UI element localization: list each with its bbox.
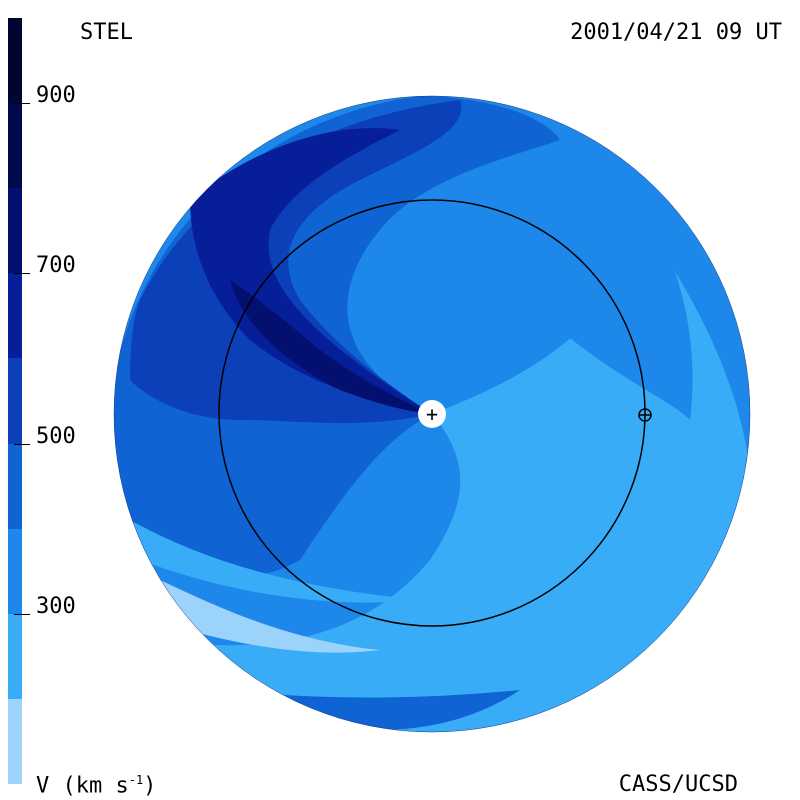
colorbar-tick-900 — [14, 103, 30, 105]
colorbar-tick-label-300: 300 — [36, 593, 76, 619]
colorbar-band-1 — [8, 613, 22, 699]
colorbar-band-4 — [8, 358, 22, 444]
colorbar-tick-500 — [14, 443, 30, 445]
region-fast — [130, 100, 462, 424]
streamer-band — [130, 520, 420, 603]
region-mid — [560, 200, 693, 420]
colorbar-band-5 — [8, 273, 22, 359]
timestamp-label: 2001/04/21 09 UT — [570, 20, 782, 45]
units-suffix: ) — [143, 773, 157, 799]
region-bottom-band — [220, 690, 520, 730]
colorbar-band-2 — [8, 528, 22, 614]
velocity-colorbar: 900 700 500 300 — [8, 18, 76, 784]
sun-marker — [418, 400, 446, 428]
credit-label: CASS/UCSD — [618, 772, 738, 797]
colorbar-band-8 — [8, 18, 22, 104]
colorbar-band-3 — [8, 443, 22, 529]
colorbar-tick-300 — [14, 613, 30, 615]
instrument-label: STEL — [80, 20, 133, 45]
colorbar-band-7 — [8, 103, 22, 189]
units-exponent: -1 — [128, 773, 144, 787]
units-label: V (km s-1) — [36, 774, 156, 797]
region-very-fast — [190, 128, 432, 414]
colorbar-tick-label-900: 900 — [36, 83, 76, 109]
colorbar-tick-label-700: 700 — [36, 253, 76, 279]
colorbar-band-6 — [8, 188, 22, 274]
colorbar-tick-label-500: 500 — [36, 423, 76, 449]
units-prefix: V (km s — [36, 773, 129, 799]
colorbar-tick-700 — [14, 273, 30, 275]
colorbar-band-0 — [8, 698, 22, 784]
sun-symbol: + — [426, 402, 438, 426]
disk-edge — [113, 95, 751, 733]
earth-orbit-circle — [218, 199, 646, 627]
